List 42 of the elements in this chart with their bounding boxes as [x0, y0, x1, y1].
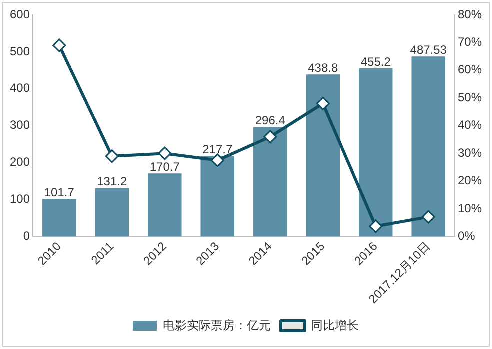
point: [422, 210, 436, 224]
y2-tick-label: 30%: [458, 146, 482, 160]
bar: [200, 156, 235, 237]
y2-tick-label: 40%: [458, 118, 482, 132]
data-label: 487.53: [410, 42, 448, 57]
y-tick-label: 500: [10, 44, 30, 58]
data-label: 131.2: [97, 174, 128, 189]
bar: [42, 199, 76, 237]
bar: [412, 56, 446, 237]
y-tick-label: 200: [10, 155, 30, 170]
bar: [358, 68, 393, 237]
legend-label: 电影实际票房：亿元: [163, 318, 271, 332]
point: [52, 38, 66, 52]
y-tick-label: 100: [10, 192, 30, 206]
y2-tick-label: 50%: [458, 90, 482, 104]
point: [210, 154, 224, 168]
y2-tick-label: 60%: [458, 62, 482, 77]
point: [316, 96, 330, 110]
bar: [148, 174, 182, 237]
point: [105, 150, 119, 164]
point: [369, 220, 383, 234]
y-tick-label: 600: [10, 7, 30, 22]
data-label: 170.7: [150, 160, 180, 174]
data-label: 101.7: [44, 185, 75, 200]
bar: [253, 127, 288, 237]
data-label: 296.4: [255, 114, 286, 128]
y-tick-label: 400: [10, 81, 30, 96]
y2-tick-label: 10%: [458, 201, 482, 216]
y2-tick-label: 80%: [458, 7, 482, 22]
point: [264, 130, 278, 144]
y2-tick-label: 0%: [458, 229, 476, 244]
legend-label: 同比增长: [311, 318, 359, 332]
y2-tick-label: 20%: [458, 174, 482, 188]
bar: [306, 74, 340, 237]
data-label: 217.7: [202, 142, 233, 157]
point: [158, 146, 172, 160]
data-label: 455.2: [360, 54, 392, 69]
y-tick-label: 0: [23, 229, 30, 244]
y-tick-label: 300: [10, 118, 30, 132]
y2-tick-label: 70%: [458, 35, 482, 50]
data-label: 438.8: [308, 60, 338, 75]
bar: [95, 188, 130, 237]
